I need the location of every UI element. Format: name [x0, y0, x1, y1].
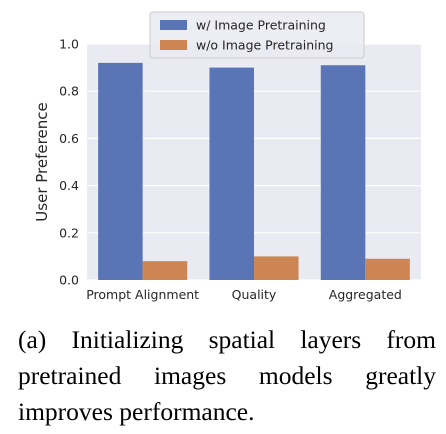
x-tick-label: Prompt Alignment	[86, 287, 199, 302]
legend-box	[149, 11, 365, 59]
bar-without-pretraining	[142, 261, 188, 280]
legend-swatch	[160, 20, 187, 30]
x-tick-labels: Prompt Alignment Quality Aggregated	[86, 287, 402, 302]
y-tick-labels: 0.0 0.2 0.4 0.6 0.8 1.0	[59, 37, 79, 288]
x-tick-label: Quality	[232, 287, 277, 302]
y-tick-label: 0.2	[59, 225, 79, 240]
bar-without-pretraining	[365, 258, 410, 280]
y-tick-label: 0.6	[59, 131, 79, 146]
figure-caption: (a) Initializing spatial layers from pre…	[18, 325, 436, 426]
y-axis-label: User Preference	[33, 102, 51, 221]
legend-entry: w/o Image Pretraining	[196, 38, 333, 53]
x-tick-label: Aggregated	[329, 287, 402, 302]
bar-without-pretraining	[254, 256, 299, 280]
bar-with-pretraining	[209, 67, 254, 280]
bar-with-pretraining	[98, 62, 143, 280]
y-tick-label: 0.4	[59, 178, 79, 193]
bar-with-pretraining	[320, 65, 366, 281]
bars	[98, 62, 410, 281]
y-tick-label: 1.0	[59, 37, 79, 52]
legend-entry: w/ Image Pretraining	[196, 18, 326, 33]
y-tick-label: 0.8	[59, 84, 79, 99]
legend-swatch	[160, 40, 187, 50]
y-tick-label: 0.0	[59, 273, 79, 288]
bar-chart: 0.0 0.2 0.4 0.6 0.8 1.0 Prompt Alignment Quali…	[33, 11, 421, 302]
legend: w/ Image Pretraining w/o Image Pretrainin…	[149, 11, 365, 59]
